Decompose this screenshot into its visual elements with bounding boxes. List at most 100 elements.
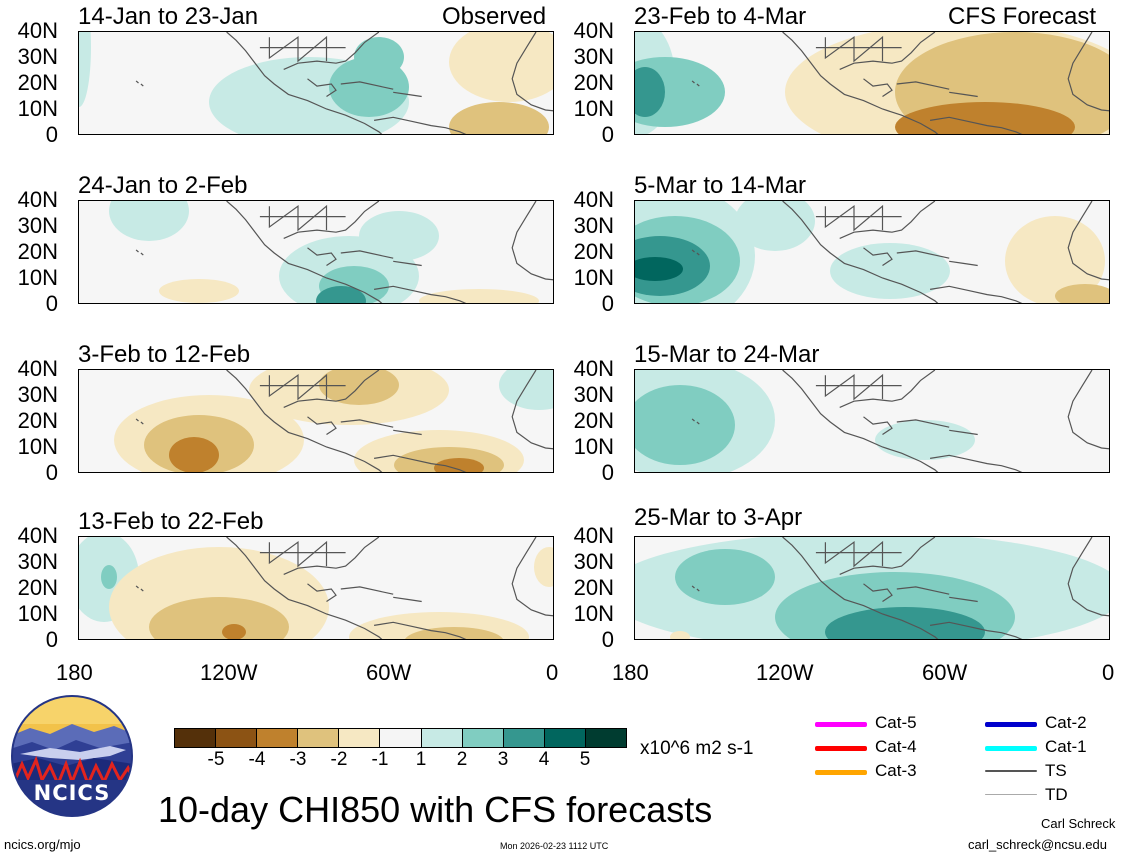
logo-text: NCICS (33, 781, 111, 805)
anomaly-contour (354, 37, 404, 77)
anomaly-contour (109, 201, 189, 241)
coastline (863, 78, 893, 98)
coastline (1067, 201, 1109, 281)
coastline (140, 588, 144, 592)
colorbar-label: -4 (248, 749, 266, 770)
ytick-label: 10N (573, 434, 614, 459)
coastline (283, 32, 380, 70)
coastline (839, 537, 936, 575)
map-svg (79, 370, 553, 472)
anomaly-contour (830, 243, 950, 299)
ytick-label: 10N (573, 265, 614, 290)
colorbar-label: -1 (371, 749, 389, 770)
coastline (896, 586, 950, 595)
coastline (226, 201, 383, 303)
ytick-label: 40N (573, 356, 614, 381)
coastline (340, 250, 394, 259)
legend-label: TS (1045, 761, 1067, 780)
ytick-label: 0 (601, 122, 614, 147)
footer-timestamp: Mon 2026-02-23 1112 UTC (500, 841, 609, 851)
coastline (307, 583, 337, 603)
anomaly-contour (1005, 216, 1105, 303)
coastline (135, 585, 139, 589)
coastline (140, 83, 144, 87)
map-panel-6 (634, 200, 1110, 304)
colorbar-swatch (462, 729, 504, 747)
coastline (782, 370, 939, 472)
coastline (511, 370, 553, 450)
coastline (226, 32, 383, 134)
ncics-logo: NCICS (10, 694, 134, 818)
ytick-label: 40N (17, 18, 58, 43)
ytick-label: 10N (573, 601, 614, 626)
ytick-label: 20N (17, 239, 58, 264)
xtick-0-right: 0 (1102, 660, 1115, 685)
map-panel-7 (634, 369, 1110, 473)
coastline (511, 201, 553, 281)
map-panel-4 (78, 536, 554, 640)
anomaly-contour (449, 102, 549, 134)
ytick-label: 30N (17, 549, 58, 574)
ytick-label: 10N (17, 601, 58, 626)
coastline (863, 583, 893, 603)
panel-title-4: 13-Feb to 22-Feb (78, 508, 264, 535)
observed-label: Observed (442, 3, 547, 30)
coastline (691, 80, 695, 84)
coastline (135, 80, 139, 84)
coastline (782, 537, 939, 639)
anomaly-contour (499, 370, 553, 410)
anomaly-contour (419, 289, 539, 303)
anomaly-contour (895, 102, 1075, 134)
ytick-label: 10N (17, 434, 58, 459)
xtick-60w-right: 60W (922, 660, 968, 685)
ytick-label: 10N (17, 265, 58, 290)
ytick-label: 20N (573, 575, 614, 600)
legend-line-cat-3 (815, 770, 867, 775)
anomaly-contour (159, 279, 239, 303)
coastline (393, 596, 422, 603)
anomaly-contour (635, 257, 683, 281)
coastline (340, 81, 394, 90)
footer-url[interactable]: ncics.org/mjo (4, 837, 81, 852)
coastline (949, 260, 978, 267)
map-panel-3 (78, 369, 554, 473)
coastline (226, 370, 383, 472)
map-panel-8 (634, 536, 1110, 640)
coastline (696, 252, 700, 256)
coastline (896, 419, 950, 428)
coastline (930, 285, 1023, 303)
footer-author: Carl Schreck (1041, 816, 1116, 831)
anomaly-contour (434, 458, 484, 472)
ytick-label: 40N (573, 18, 614, 43)
coastline (696, 588, 700, 592)
ytick-label: 20N (17, 575, 58, 600)
ytick-label: 20N (573, 70, 614, 95)
colorbar-label: 3 (497, 749, 509, 770)
coastline (782, 32, 939, 134)
anomaly-contour (860, 60, 890, 84)
colorbar-label: -3 (289, 749, 307, 770)
coastline (1067, 32, 1109, 112)
coastline (268, 35, 328, 63)
ytick-label: 20N (573, 408, 614, 433)
panel-title-7: 15-Mar to 24-Mar (634, 341, 820, 368)
coastline (374, 454, 467, 472)
ytick-label: 40N (573, 523, 614, 548)
ytick-label: 20N (17, 408, 58, 433)
coastline (307, 78, 337, 98)
anomaly-contour (149, 597, 289, 639)
coastline (691, 418, 695, 422)
anomaly-contour (359, 211, 439, 261)
coastline (896, 81, 950, 90)
coastline (839, 370, 936, 408)
coastline (824, 204, 884, 232)
map-svg (635, 370, 1109, 472)
legend-line-cat-5 (815, 722, 867, 727)
footer-email[interactable]: carl_schreck@ncsu.edu (968, 837, 1107, 852)
ncics-logo-icon (11, 695, 133, 817)
coastline (140, 252, 144, 256)
xtick-0-left: 0 (546, 660, 559, 685)
ytick-label: 30N (573, 382, 614, 407)
ytick-label: 40N (17, 523, 58, 548)
coastline (268, 540, 328, 568)
